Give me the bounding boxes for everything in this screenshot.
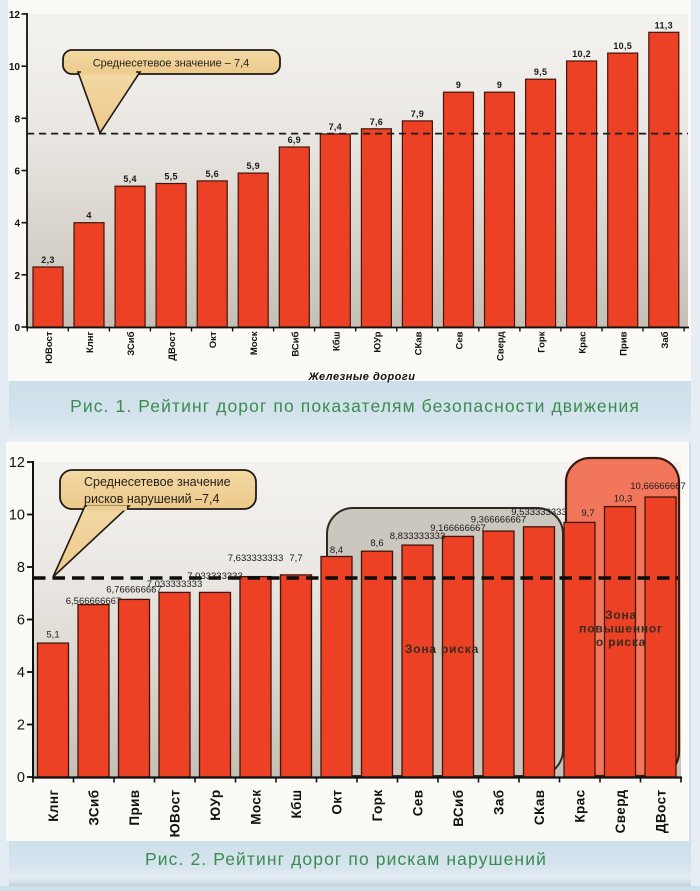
svg-text:7,6: 7,6 <box>370 117 383 127</box>
svg-text:12: 12 <box>9 455 25 471</box>
svg-text:Крас: Крас <box>578 332 589 354</box>
svg-text:Окт: Окт <box>330 790 345 815</box>
svg-text:10,3: 10,3 <box>614 494 633 505</box>
svg-text:2,3: 2,3 <box>41 255 54 265</box>
svg-text:СКав: СКав <box>532 790 547 826</box>
svg-text:10,5: 10,5 <box>613 41 632 51</box>
svg-text:5,6: 5,6 <box>205 169 218 179</box>
svg-text:ЗСиб: ЗСиб <box>126 331 137 355</box>
svg-text:9,166666667: 9,166666667 <box>430 523 485 534</box>
svg-text:4: 4 <box>86 211 91 221</box>
svg-text:ЮУр: ЮУр <box>208 790 223 821</box>
svg-text:8: 8 <box>14 114 20 125</box>
svg-text:6: 6 <box>14 167 20 178</box>
svg-text:Прив: Прив <box>619 331 630 355</box>
svg-text:о риска: о риска <box>596 635 646 649</box>
svg-text:Окт: Окт <box>208 331 219 348</box>
svg-text:ДВост: ДВост <box>654 790 669 834</box>
svg-text:8,6: 8,6 <box>370 538 383 549</box>
svg-text:6,9: 6,9 <box>288 135 301 145</box>
svg-text:10,2: 10,2 <box>572 49 591 59</box>
svg-text:6,766666667: 6,766666667 <box>106 585 161 596</box>
svg-text:4: 4 <box>17 665 25 681</box>
svg-text:Сверд: Сверд <box>496 332 507 361</box>
svg-text:Моск: Моск <box>249 331 260 355</box>
svg-text:5,4: 5,4 <box>123 174 136 184</box>
svg-text:8,833333333: 8,833333333 <box>390 531 445 542</box>
svg-text:8,4: 8,4 <box>330 545 343 556</box>
svg-text:ВСиб: ВСиб <box>290 331 301 356</box>
svg-text:7,633333333: 7,633333333 <box>228 553 283 564</box>
svg-text:Рис. 1. Рейтинг дорог по показ: Рис. 1. Рейтинг дорог по показателям без… <box>70 396 640 416</box>
svg-text:Заб: Заб <box>492 790 507 816</box>
svg-text:9,366666667: 9,366666667 <box>471 515 526 526</box>
svg-text:Среднесетевое значение – 7,4: Среднесетевое значение – 7,4 <box>93 58 250 70</box>
svg-text:Сев: Сев <box>455 331 466 349</box>
svg-text:Прив: Прив <box>127 790 142 826</box>
svg-text:5,9: 5,9 <box>246 161 259 171</box>
svg-text:9,533333333: 9,533333333 <box>511 507 566 518</box>
svg-text:Горк: Горк <box>370 790 385 822</box>
svg-text:5,5: 5,5 <box>164 172 177 182</box>
svg-text:Зона риска: Зона риска <box>405 642 479 656</box>
svg-text:7,7: 7,7 <box>289 553 302 564</box>
svg-text:Горк: Горк <box>537 331 548 353</box>
svg-text:4: 4 <box>14 219 20 230</box>
svg-text:6,566666667: 6,566666667 <box>66 596 121 607</box>
svg-text:2: 2 <box>14 271 20 282</box>
svg-text:10: 10 <box>9 62 21 73</box>
svg-text:6: 6 <box>17 613 25 629</box>
svg-text:10: 10 <box>9 508 25 524</box>
svg-text:Клнг: Клнг <box>46 790 61 822</box>
svg-text:9,5: 9,5 <box>534 67 547 77</box>
svg-text:Сверд: Сверд <box>613 789 628 833</box>
svg-text:8: 8 <box>17 560 25 576</box>
svg-text:Железные дороги: Железные дороги <box>308 371 416 383</box>
svg-text:Зона: Зона <box>605 608 637 622</box>
svg-text:СКав: СКав <box>413 331 424 355</box>
svg-text:11,3: 11,3 <box>655 20 673 30</box>
svg-text:ЗСиб: ЗСиб <box>87 790 102 826</box>
svg-text:ЮВост: ЮВост <box>168 790 183 838</box>
svg-text:7,4: 7,4 <box>329 122 342 132</box>
svg-text:повышенног: повышенног <box>579 622 663 636</box>
svg-text:ЮУр: ЮУр <box>372 331 383 352</box>
svg-text:Клнг: Клнг <box>85 331 96 353</box>
svg-text:Заб: Заб <box>660 331 671 348</box>
svg-text:ДВост: ДВост <box>167 331 178 361</box>
svg-text:7,033333333: 7,033333333 <box>147 579 202 590</box>
svg-text:10,66666667: 10,66666667 <box>630 481 685 492</box>
svg-text:Кбш: Кбш <box>331 331 342 351</box>
svg-text:Сев: Сев <box>411 790 426 817</box>
svg-text:12: 12 <box>9 10 21 21</box>
svg-text:0: 0 <box>17 770 25 786</box>
svg-text:ЮВост: ЮВост <box>44 331 55 364</box>
svg-text:Крас: Крас <box>573 789 588 822</box>
svg-text:ВСиб: ВСиб <box>451 790 466 827</box>
svg-text:2: 2 <box>17 718 25 734</box>
svg-text:7,033333333: 7,033333333 <box>187 571 242 582</box>
svg-text:9: 9 <box>456 80 461 90</box>
svg-text:Среднесетевое значение: Среднесетевое значение <box>84 475 231 489</box>
svg-text:9,7: 9,7 <box>581 508 594 519</box>
svg-text:9: 9 <box>497 80 502 90</box>
svg-text:0: 0 <box>14 323 20 334</box>
svg-text:Кбш: Кбш <box>289 790 304 819</box>
svg-text:7,9: 7,9 <box>411 109 424 119</box>
svg-text:Рис. 2. Рейтинг дорог по риска: Рис. 2. Рейтинг дорог по рискам нарушени… <box>145 849 547 869</box>
svg-text:Моск: Моск <box>249 790 264 825</box>
svg-text:5,1: 5,1 <box>46 630 59 641</box>
svg-text:рисков нарушений –7,4: рисков нарушений –7,4 <box>84 492 219 506</box>
